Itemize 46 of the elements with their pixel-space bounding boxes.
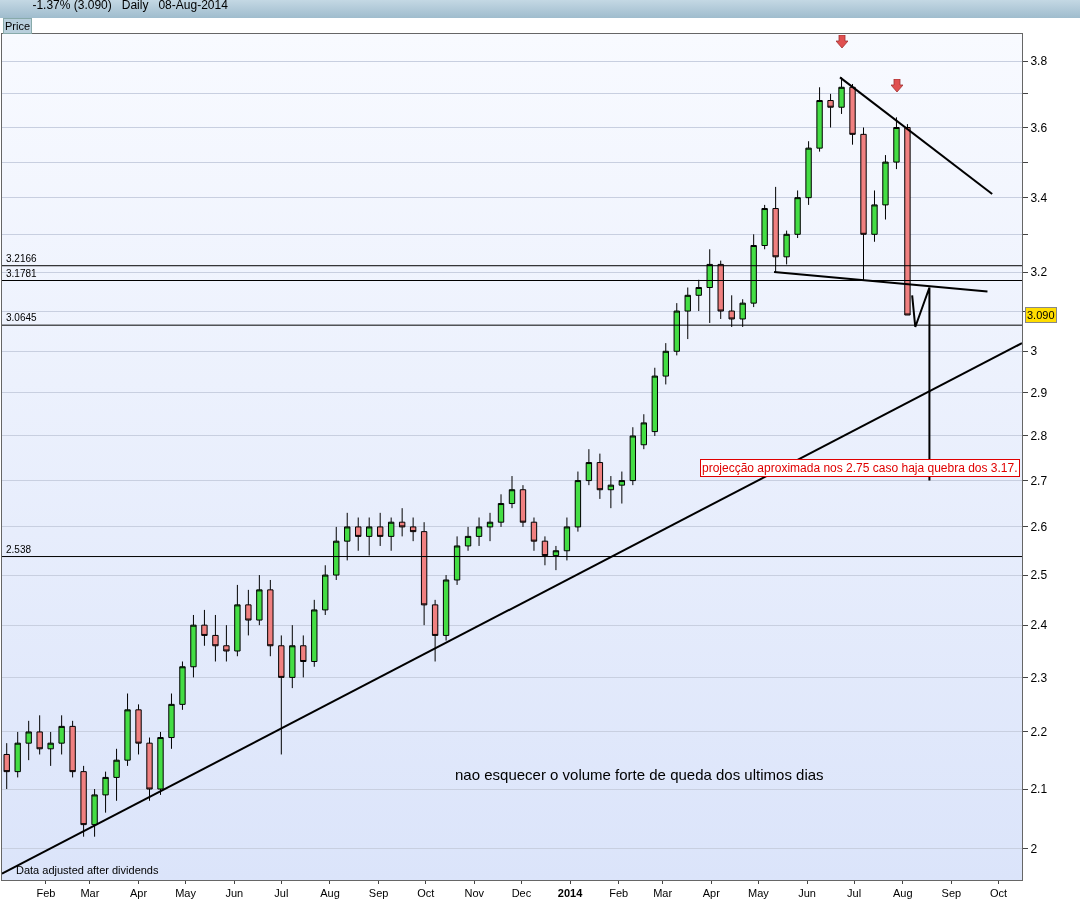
y-tick-label: 2.5 <box>1030 568 1048 583</box>
x-tick-label: Oct <box>417 887 435 900</box>
y-tick-label: 2.9 <box>1030 386 1048 401</box>
x-tick-label: Feb <box>36 887 56 900</box>
x-tick-label: Apr <box>702 887 721 900</box>
x-tick-label: Feb <box>609 887 629 900</box>
ref-line-label: 2.538 <box>6 544 32 555</box>
ref-line-label: 3.0645 <box>6 312 38 323</box>
annotation: Data adjusted after dividends <box>16 864 159 876</box>
y-tick-label: 2.3 <box>1030 670 1048 685</box>
y-tick-label: 3.4 <box>1030 190 1048 205</box>
x-tick-label: Mar <box>80 887 100 900</box>
x-tick-label: Mar <box>653 887 673 900</box>
y-tick-label: 2.8 <box>1030 429 1048 444</box>
x-tick-label: Nov <box>464 887 485 900</box>
annotation: projecção aproximada nos 2.75 caso haja quebra dos 3.17. <box>702 461 1018 475</box>
x-tick-label: Dec <box>511 887 532 900</box>
x-tick-label: Aug <box>892 887 913 900</box>
x-tick-label: May <box>747 887 770 900</box>
y-tick-label: 2 <box>1030 842 1038 857</box>
y-tick-label: 2.6 <box>1030 520 1048 535</box>
y-tick-label: 3.2 <box>1030 265 1048 280</box>
y-tick-label: 2.2 <box>1030 725 1048 740</box>
y-tick-label: 2.7 <box>1030 473 1048 488</box>
x-tick-label: Apr <box>129 887 148 900</box>
x-tick-label: Jul <box>847 887 862 900</box>
y-tick-label: 3.6 <box>1030 120 1048 135</box>
x-tick-label: 2014 <box>557 887 584 900</box>
text: 3.090 <box>1027 309 1055 321</box>
x-tick-label: Jun <box>798 887 816 900</box>
x-tick-label: Sep <box>941 887 962 900</box>
x-tick-label: Jun <box>225 887 244 900</box>
annotation: nao esquecer o volume forte de queda dos ultimos dias <box>455 766 824 783</box>
y-tick-label: 2.4 <box>1030 618 1048 633</box>
x-tick-label: Aug <box>320 887 340 900</box>
y-tick-label: 3.8 <box>1030 54 1048 69</box>
x-tick-label: May <box>175 887 197 900</box>
x-tick-label: Oct <box>989 887 1008 900</box>
y-tick-label: 3 <box>1030 344 1038 359</box>
chart-title: -1.37% (3.090) Daily 08-Aug-2014 <box>32 0 229 12</box>
ref-line-label: 3.1781 <box>6 268 38 279</box>
text: Price <box>5 20 31 32</box>
x-tick-label: Sep <box>368 887 389 900</box>
y-tick-label: 2.1 <box>1030 782 1048 797</box>
x-tick-label: Jul <box>274 887 289 900</box>
ref-line-label: 3.2166 <box>6 253 38 264</box>
